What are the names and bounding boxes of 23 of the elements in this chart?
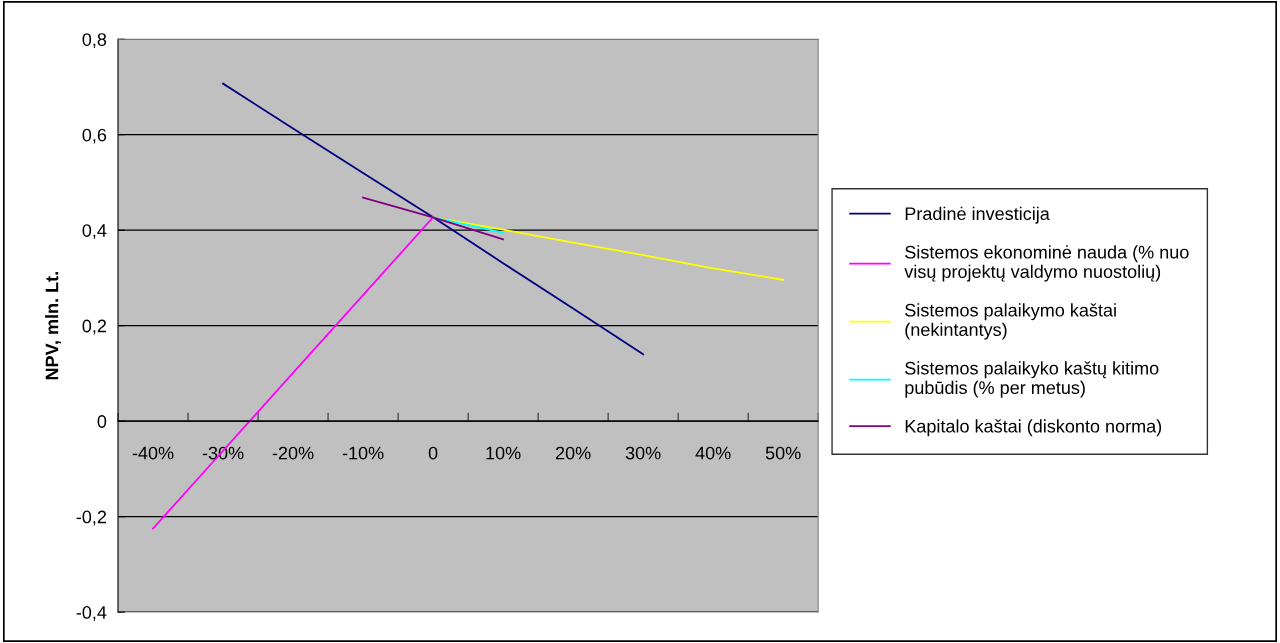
legend-label: Sistemos palaikymo kaštai (nekintantys) [905,303,1116,340]
y-axis-title: NPV, mln. Lt. [45,272,61,380]
y-tick-label: -0,2 [76,510,106,526]
x-tick-label: -10% [342,446,384,460]
legend-label: Sistemos ekonominė nauda (% nuo visų projektų valdymo nuostolių) [904,245,1189,282]
y-tick-label: 0,2 [82,319,106,335]
legend-label: Kapitalo kaštai (diskonto norma) [905,419,1162,437]
y-tick-label: 0,4 [82,224,107,240]
y-tick-label: 0,8 [82,33,107,49]
x-tick-label: 50% [765,446,801,460]
line-series [222,82,645,356]
y-tick-label: 0,6 [82,128,107,144]
x-tick-label: 0 [428,446,438,460]
x-tick-label: 10% [486,446,521,460]
x-tick-label: -20% [272,446,314,460]
x-tick-label: -40% [132,446,174,460]
y-tick-label: -0,4 [76,606,107,621]
legend-label: Sistemos palaikyko kaštų kitimo pubūdis (% per metus) [905,361,1159,398]
x-tick-label: 40% [695,446,731,460]
x-tick-label: 20% [555,446,591,460]
y-tick-label: 0 [97,415,107,428]
legend-label: Pradinė investicija [905,206,1050,224]
x-tick-label: 30% [625,446,661,460]
